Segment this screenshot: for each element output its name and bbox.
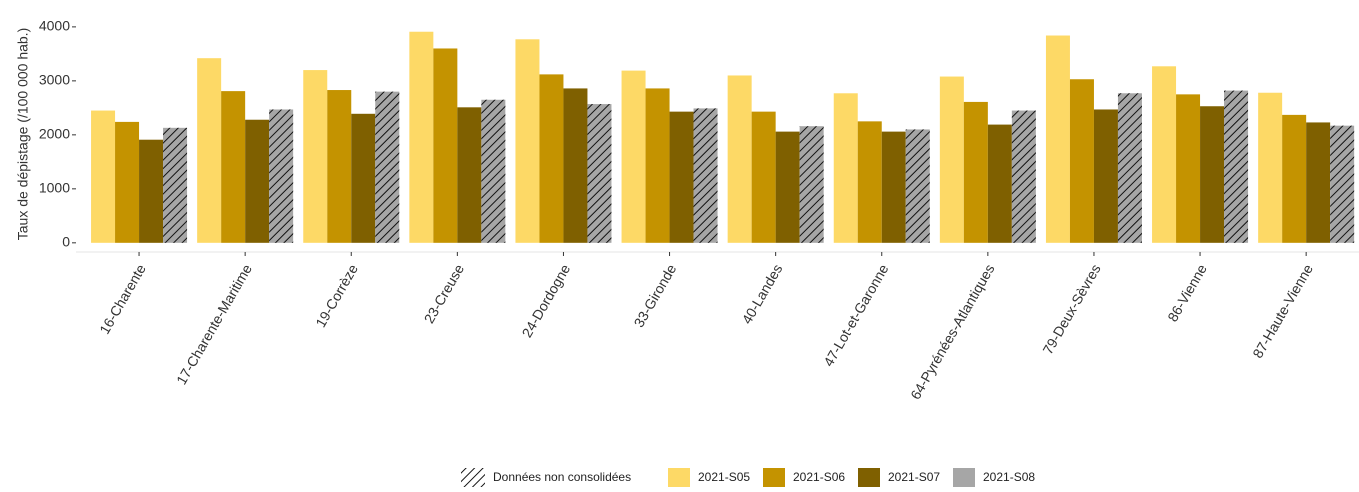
bar-hatch <box>799 126 824 243</box>
bar <box>881 131 906 243</box>
bar-hatch <box>1224 90 1249 243</box>
bar <box>669 111 694 243</box>
legend-hatch-key <box>461 468 485 488</box>
legend-key <box>953 468 975 488</box>
x-tick-label: 64-Pyrénées-Atlantiques <box>907 261 998 402</box>
bar <box>539 74 564 243</box>
legend-label: 2021-S05 <box>698 470 750 484</box>
bar <box>1282 114 1307 243</box>
bar <box>351 113 376 243</box>
bar <box>91 110 116 243</box>
bar <box>139 139 164 243</box>
bar <box>833 93 858 243</box>
y-axis-label: Taux de dépistage (/100 000 hab.) <box>15 28 31 241</box>
bar <box>409 31 434 243</box>
bar <box>751 111 776 243</box>
bar <box>1258 92 1283 243</box>
y-tick-label: 1000 <box>39 180 70 196</box>
bar <box>457 107 482 243</box>
x-tick-label: 79-Deux-Sèvres <box>1039 261 1103 357</box>
x-tick-label: 86-Vienne <box>1164 261 1210 324</box>
bar <box>727 75 752 243</box>
bar <box>1069 79 1094 243</box>
bar <box>857 121 882 243</box>
bar-hatch <box>905 129 930 243</box>
legend-key <box>858 468 880 488</box>
legend-key <box>668 468 690 488</box>
legend-label: 2021-S07 <box>888 470 940 484</box>
y-tick-label: 2000 <box>39 126 70 142</box>
bar-hatch <box>587 104 612 243</box>
legend-key <box>763 468 785 488</box>
bar <box>433 48 458 243</box>
bar <box>245 119 270 243</box>
bar <box>563 88 588 243</box>
legend-label: Données non consolidées <box>493 470 631 484</box>
bar <box>1093 109 1118 243</box>
bar <box>939 76 964 243</box>
bar <box>1200 106 1225 243</box>
bar <box>1045 35 1070 243</box>
bar <box>515 39 540 243</box>
bar-hatch <box>693 108 718 243</box>
bar-hatch <box>269 109 294 243</box>
bar-hatch <box>481 99 506 243</box>
legend-label: 2021-S06 <box>793 470 845 484</box>
bar <box>621 70 646 243</box>
bar <box>1306 122 1331 243</box>
bar <box>115 121 140 243</box>
bar-hatch <box>163 127 188 243</box>
x-tick-label: 17-Charente-Maritime <box>173 261 255 387</box>
x-tick-label: 87-Haute-Vienne <box>1249 261 1316 361</box>
bar-hatch <box>1117 93 1142 243</box>
bar <box>221 91 246 243</box>
bar <box>1152 66 1177 243</box>
y-tick-label: 4000 <box>39 18 70 34</box>
bar <box>987 124 1012 243</box>
x-tick-label: 40-Landes <box>739 261 786 326</box>
y-tick-label: 0 <box>62 234 70 250</box>
bar <box>197 58 222 243</box>
x-tick-label: 16-Charente <box>96 261 149 337</box>
x-tick-label: 24-Dordogne <box>519 261 574 340</box>
y-tick-label: 3000 <box>39 72 70 88</box>
bar-hatch <box>1011 110 1036 243</box>
x-tick-label: 33-Gironde <box>630 261 679 330</box>
bar <box>963 101 988 243</box>
bar <box>1176 94 1201 243</box>
bar <box>327 90 352 243</box>
bar-hatch <box>1330 125 1355 243</box>
x-tick-label: 23-Creuse <box>421 261 468 326</box>
bar-hatch <box>375 91 400 243</box>
bar <box>645 88 670 243</box>
bar <box>775 131 800 243</box>
x-tick-label: 19-Corrèze <box>312 261 361 330</box>
bar <box>303 70 328 243</box>
legend-label: 2021-S08 <box>983 470 1035 484</box>
x-tick-label: 47-Lot-et-Garonne <box>820 261 892 369</box>
